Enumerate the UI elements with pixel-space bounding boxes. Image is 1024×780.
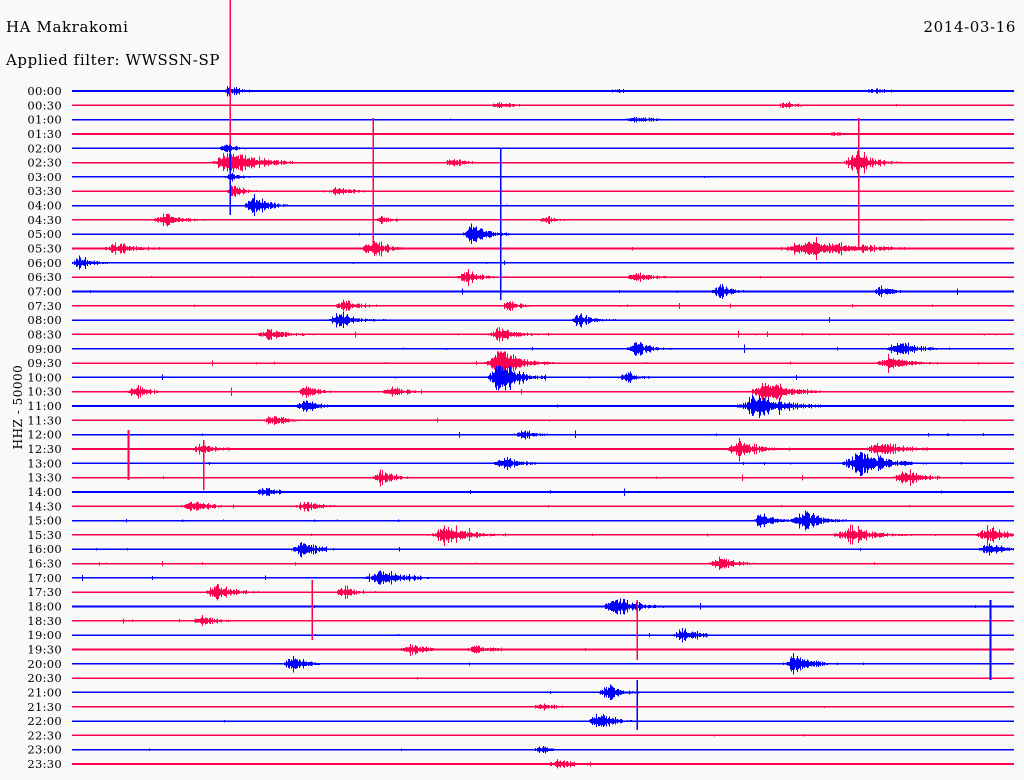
time-tick-label: 06:30 [27,270,62,284]
time-tick-label: 16:00 [27,542,62,556]
time-tick-label: 15:00 [27,514,62,528]
time-tick-label: 08:30 [27,327,62,341]
time-tick-label: 12:00 [27,428,62,442]
time-tick-label: 06:00 [27,256,62,270]
time-tick-label: 10:00 [27,370,62,384]
time-tick-label: 14:30 [27,499,62,513]
time-tick-label: 20:30 [27,671,62,685]
applied-filter-label: Applied filter: WWSSN-SP [6,51,221,69]
time-tick-labels: 00:0000:3001:0001:3002:0002:3003:0003:30… [27,84,62,771]
time-tick-label: 15:30 [27,528,62,542]
time-tick-label: 11:30 [27,413,62,427]
time-tick-label: 03:30 [27,184,62,198]
time-tick-label: 18:30 [27,614,62,628]
time-tick-label: 01:00 [27,113,62,127]
time-tick-label: 17:00 [27,571,62,585]
time-tick-label: 13:30 [27,471,62,485]
time-tick-label: 10:30 [27,385,62,399]
time-tick-label: 22:00 [27,714,62,728]
time-tick-label: 19:00 [27,628,62,642]
time-tick-label: 13:00 [27,456,62,470]
time-tick-label: 11:00 [27,399,62,413]
time-tick-label: 07:00 [27,284,62,298]
time-tick-label: 09:00 [27,342,62,356]
time-tick-label: 05:30 [27,242,62,256]
time-tick-label: 05:00 [27,227,62,241]
time-tick-label: 21:00 [27,685,62,699]
time-tick-label: 01:30 [27,127,62,141]
date-label: 2014-03-16 [923,18,1016,36]
time-tick-label: 20:00 [27,657,62,671]
time-tick-label: 00:00 [27,84,62,98]
time-tick-label: 21:30 [27,700,62,714]
time-tick-label: 18:00 [27,600,62,614]
page-title: HA Makrakomi [6,18,129,36]
time-tick-label: 17:30 [27,585,62,599]
time-tick-label: 19:30 [27,642,62,656]
time-tick-label: 12:30 [27,442,62,456]
time-tick-label: 02:30 [27,156,62,170]
time-tick-label: 22:30 [27,728,62,742]
trace-group [72,85,1014,769]
time-tick-label: 09:30 [27,356,62,370]
clipped-spike-group [127,0,992,730]
time-tick-label: 03:00 [27,170,62,184]
time-tick-label: 23:30 [27,757,62,771]
time-tick-label: 04:30 [27,213,62,227]
time-tick-label: 08:00 [27,313,62,327]
time-tick-label: 02:00 [27,141,62,155]
time-tick-label: 23:00 [27,743,62,757]
time-tick-label: 14:00 [27,485,62,499]
time-tick-label: 07:30 [27,299,62,313]
time-tick-label: 00:30 [27,98,62,112]
time-tick-label: 16:30 [27,557,62,571]
time-tick-label: 04:00 [27,199,62,213]
